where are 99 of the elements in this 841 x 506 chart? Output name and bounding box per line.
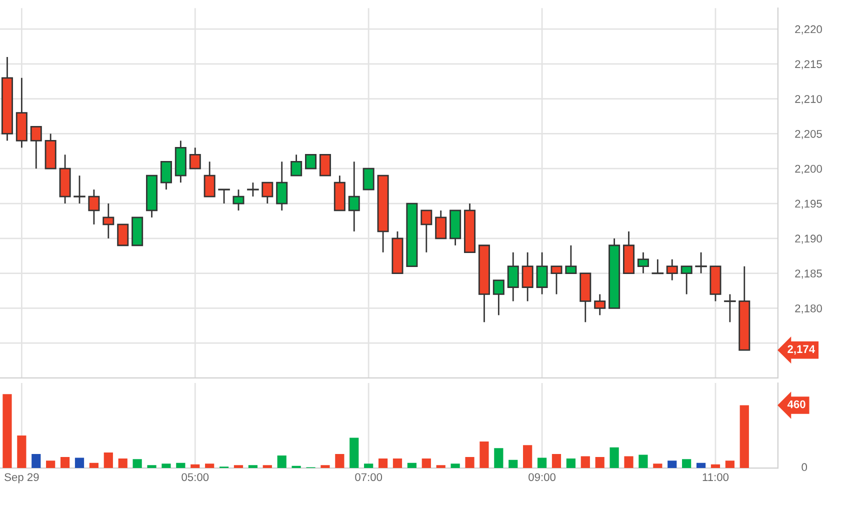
- candlestick: [724, 294, 736, 323]
- bar: [494, 448, 504, 468]
- bar: [450, 464, 460, 468]
- bar: [668, 460, 677, 468]
- candlestick: [88, 188, 100, 226]
- candlestick: [290, 154, 302, 176]
- bar: [104, 452, 113, 468]
- bar: [392, 458, 402, 468]
- candlestick: [117, 224, 129, 246]
- bar: [205, 464, 214, 468]
- bar: [696, 462, 706, 468]
- text: 460: [787, 400, 806, 408]
- bar: [89, 462, 98, 468]
- bar: [740, 405, 749, 468]
- candlestick: [189, 146, 201, 170]
- bar: [465, 456, 474, 468]
- candlestick: [637, 252, 649, 274]
- candlestick: [232, 188, 244, 212]
- bar: [17, 436, 26, 468]
- x-tick-label: 11:00: [702, 473, 729, 482]
- candlestick: [565, 244, 577, 274]
- bar: [407, 462, 416, 468]
- bar: [46, 460, 56, 468]
- bar: [710, 464, 720, 468]
- candlestick: [420, 210, 432, 254]
- bar: [2, 394, 12, 468]
- bar: [508, 460, 518, 468]
- bar: [118, 458, 128, 468]
- candlestick: [695, 252, 707, 274]
- bar: [248, 465, 258, 468]
- candlestick: [247, 182, 259, 198]
- bar: [262, 465, 272, 468]
- bar: [638, 454, 648, 468]
- bar: [537, 458, 547, 468]
- bar: [682, 459, 692, 468]
- bar: [320, 465, 330, 468]
- bar: [580, 456, 590, 468]
- y-tick-label: 2,195: [795, 200, 822, 209]
- bar: [725, 460, 734, 468]
- y-tick-label: 2,210: [795, 95, 822, 104]
- bar: [624, 456, 634, 468]
- x-tick-label: 09:00: [528, 473, 556, 482]
- bar: [552, 454, 562, 468]
- bar: [523, 445, 532, 468]
- candlestick: [348, 160, 360, 232]
- bar: [610, 447, 619, 468]
- candlestick: [492, 280, 504, 316]
- y-tick-label: 2,215: [795, 60, 822, 70]
- candlestick: [102, 202, 114, 240]
- y-tick-label: 2,220: [795, 25, 822, 34]
- candlestick: [319, 154, 331, 176]
- y-tick-label: 2,190: [795, 234, 822, 244]
- candlestick: [536, 252, 548, 295]
- candlestick: [680, 266, 692, 295]
- bar: [32, 454, 41, 468]
- bar: [566, 458, 576, 468]
- bar: [436, 465, 446, 468]
- candlestick: [218, 188, 230, 204]
- candlestick: [435, 210, 447, 240]
- candlestick: [507, 252, 519, 302]
- y-tick-label: 2,205: [795, 130, 822, 140]
- bar: [147, 465, 156, 468]
- text: 0: [802, 463, 808, 472]
- bar: [132, 459, 142, 468]
- bar: [335, 454, 344, 468]
- bar: [74, 458, 84, 468]
- y-tick-label: 2,200: [795, 164, 822, 174]
- candlestick: [276, 160, 288, 212]
- bar: [480, 441, 489, 468]
- bar: [176, 462, 186, 468]
- bar: [60, 456, 70, 468]
- bar: [422, 458, 431, 468]
- y-tick-label: 2,180: [795, 304, 822, 314]
- candlestick: [362, 168, 374, 190]
- candlestick: [262, 182, 274, 204]
- bar: [350, 438, 359, 468]
- bar: [595, 456, 604, 468]
- candlestick: [550, 266, 562, 295]
- x-tick-label: 05:00: [182, 473, 209, 482]
- candlestick: [522, 252, 534, 302]
- bar: [378, 458, 388, 468]
- x-tick-label: Sep 29: [4, 473, 39, 484]
- y-tick-label: 2,185: [795, 270, 822, 279]
- candlestick: [30, 126, 42, 170]
- candlestick: [204, 160, 216, 198]
- x-tick-label: 07:00: [355, 473, 382, 482]
- bar: [234, 465, 244, 468]
- candlestick: [652, 258, 664, 274]
- candlestick: [305, 154, 317, 170]
- candlestick: [666, 258, 678, 281]
- bar: [277, 455, 286, 468]
- bar: [162, 464, 171, 468]
- bar: [364, 464, 374, 468]
- candlestick: [594, 294, 606, 316]
- bar: [190, 464, 200, 468]
- text: 2,174: [788, 345, 816, 355]
- bar: [653, 464, 662, 468]
- candlestick: [160, 160, 172, 190]
- candlestick: [74, 174, 86, 204]
